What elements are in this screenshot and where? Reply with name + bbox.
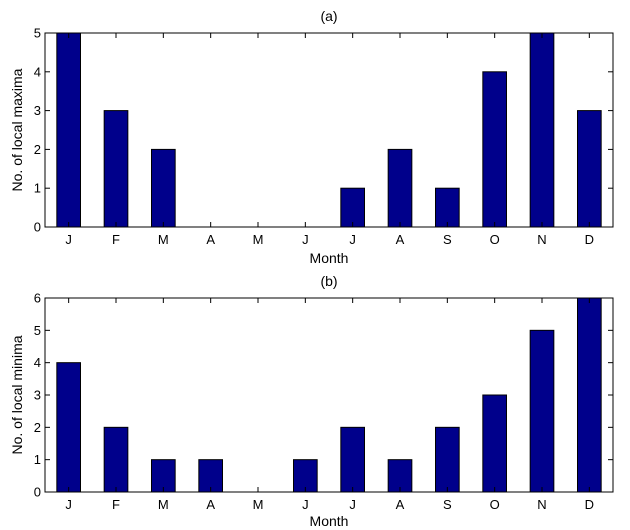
- bar-b-6: [340, 426, 365, 493]
- xtick-label-a-8: S: [443, 232, 452, 247]
- xtick-label-a-7: A: [396, 232, 405, 247]
- bar-a-7: [387, 148, 413, 228]
- xtick-label-a-6: J: [349, 232, 356, 247]
- ytick-label-b-6: 6: [34, 291, 41, 306]
- ytick-label-b-0: 0: [34, 485, 41, 500]
- ytick-label-a-5: 5: [34, 26, 41, 41]
- bar-b-0: [56, 362, 82, 493]
- ytick-label-b-1: 1: [34, 452, 41, 467]
- xtick-label-b-2: M: [158, 497, 169, 512]
- xtick-label-a-10: N: [537, 232, 546, 247]
- bar-a-11: [577, 110, 602, 228]
- ytick-label-b-4: 4: [34, 355, 41, 370]
- y-axis-label-b: No. of local minima: [9, 335, 25, 454]
- bar-a-8: [435, 187, 460, 228]
- xtick-label-a-4: M: [253, 232, 264, 247]
- xtick-label-a-11: D: [585, 232, 594, 247]
- axes-frame-a: [44, 32, 614, 228]
- chart-panel-a: 0 1 2 3 4 5 J F M A M J J A S O N D (a) Month No. of local m…: [9, 8, 614, 266]
- xtick-label-b-9: O: [490, 497, 500, 512]
- bar-a-0: [56, 32, 82, 228]
- xtick-label-a-3: A: [206, 232, 215, 247]
- bar-b-11: [577, 297, 602, 493]
- ytick-label-b-3: 3: [34, 388, 41, 403]
- xtick-label-b-3: A: [206, 497, 215, 512]
- xtick-label-b-4: M: [253, 497, 264, 512]
- xtick-label-a-2: M: [158, 232, 169, 247]
- xtick-label-a-5: J: [302, 232, 309, 247]
- xtick-label-a-1: F: [112, 232, 120, 247]
- ytick-label-a-4: 4: [34, 64, 41, 79]
- ytick-label-a-3: 3: [34, 103, 41, 118]
- bar-a-1: [103, 110, 129, 228]
- bar-a-2: [151, 148, 176, 228]
- bar-b-1: [103, 426, 129, 493]
- xtick-label-a-9: O: [490, 232, 500, 247]
- chart-title-a: (a): [320, 8, 337, 24]
- xtick-label-a-0: J: [65, 232, 72, 247]
- xtick-label-b-7: A: [396, 497, 405, 512]
- xtick-label-b-11: D: [585, 497, 594, 512]
- xtick-label-b-6: J: [349, 497, 356, 512]
- ytick-label-b-2: 2: [34, 420, 41, 435]
- xtick-label-b-0: J: [65, 497, 72, 512]
- xtick-label-b-1: F: [112, 497, 120, 512]
- xtick-label-b-5: J: [302, 497, 309, 512]
- xtick-label-b-10: N: [537, 497, 546, 512]
- xtick-label-b-8: S: [443, 497, 452, 512]
- ytick-label-a-0: 0: [34, 220, 41, 235]
- ytick-label-a-1: 1: [34, 181, 41, 196]
- bar-b-10: [529, 329, 555, 493]
- y-axis-label-a: No. of local maxima: [9, 68, 25, 191]
- bar-a-6: [340, 187, 365, 228]
- axes-frame-b: [44, 297, 614, 493]
- x-axis-label-a: Month: [310, 250, 349, 266]
- bar-a-9: [482, 71, 507, 228]
- bar-a-10: [529, 32, 555, 228]
- x-axis-label-b: Month: [310, 513, 349, 529]
- chart-title-b: (b): [320, 273, 337, 289]
- ytick-label-a-2: 2: [34, 142, 41, 157]
- bar-b-9: [482, 394, 507, 493]
- chart-panel-b: 0 1 2 3 4 5 6 J F M A M J J A S O N D (b) Month No. of local …: [9, 273, 614, 529]
- ytick-label-b-5: 5: [34, 323, 41, 338]
- bar-b-8: [435, 426, 460, 493]
